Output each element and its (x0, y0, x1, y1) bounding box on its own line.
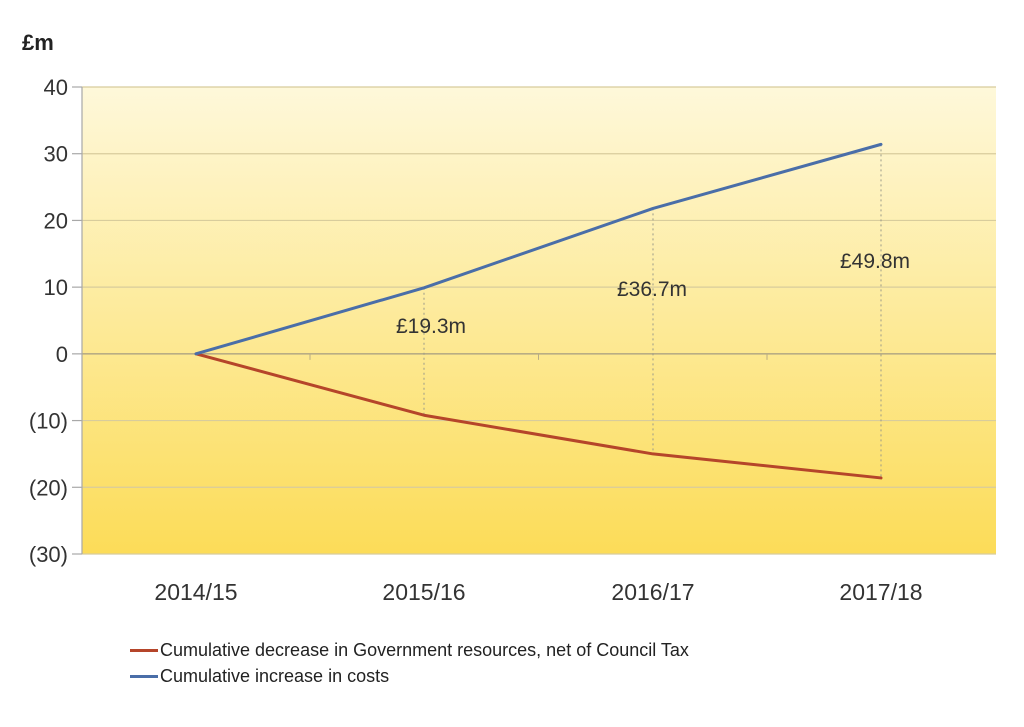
data-point (652, 207, 654, 209)
axes (72, 86, 768, 555)
legend-item-costs: Cumulative increase in costs (130, 663, 689, 689)
annotations: £19.3m £36.7m £49.8m (396, 250, 910, 338)
legend-label: Cumulative decrease in Government resour… (160, 639, 689, 660)
legend-label: Cumulative increase in costs (160, 665, 390, 686)
annotation-label: £49.8m (840, 250, 910, 273)
y-tick-label: 0 (56, 342, 68, 367)
legend-item-government-resources: Cumulative decrease in Government resour… (130, 637, 689, 663)
y-tick-label: 20 (44, 208, 68, 233)
y-tick-label: 30 (44, 142, 68, 167)
legend-swatch-red (130, 648, 158, 652)
annotation-label: £36.7m (617, 278, 687, 301)
y-tick-label: (30) (29, 542, 68, 567)
x-tick-label: 2017/18 (839, 579, 922, 605)
y-tick-label: 40 (44, 75, 68, 100)
legend-swatch-blue (130, 674, 158, 678)
data-point (652, 453, 654, 455)
x-tick-label: 2015/16 (382, 579, 465, 605)
data-point (880, 477, 882, 479)
annotation-label: £19.3m (396, 315, 466, 338)
y-tick-label: (10) (29, 409, 68, 434)
y-tick-label: 10 (44, 275, 68, 300)
series-line-government-resources (194, 352, 883, 480)
legend: Cumulative decrease in Government resour… (130, 637, 689, 689)
series-line-costs (194, 142, 883, 356)
data-point (195, 353, 197, 355)
data-point (423, 414, 425, 416)
data-point (423, 287, 425, 289)
y-axis-unit-label: £m (22, 30, 54, 55)
x-tick-label: 2014/15 (154, 579, 237, 605)
x-tick-label: 2016/17 (611, 579, 694, 605)
plot-area (82, 87, 996, 554)
drop-lines (423, 144, 882, 478)
y-tick-label: (20) (29, 475, 68, 500)
data-point (880, 143, 882, 145)
x-tick-labels: 2014/15 2015/16 2016/17 2017/18 (154, 579, 922, 605)
y-tick-labels: 40 30 20 10 0 (10) (20) (30) (29, 75, 68, 567)
series-lines (194, 142, 883, 480)
